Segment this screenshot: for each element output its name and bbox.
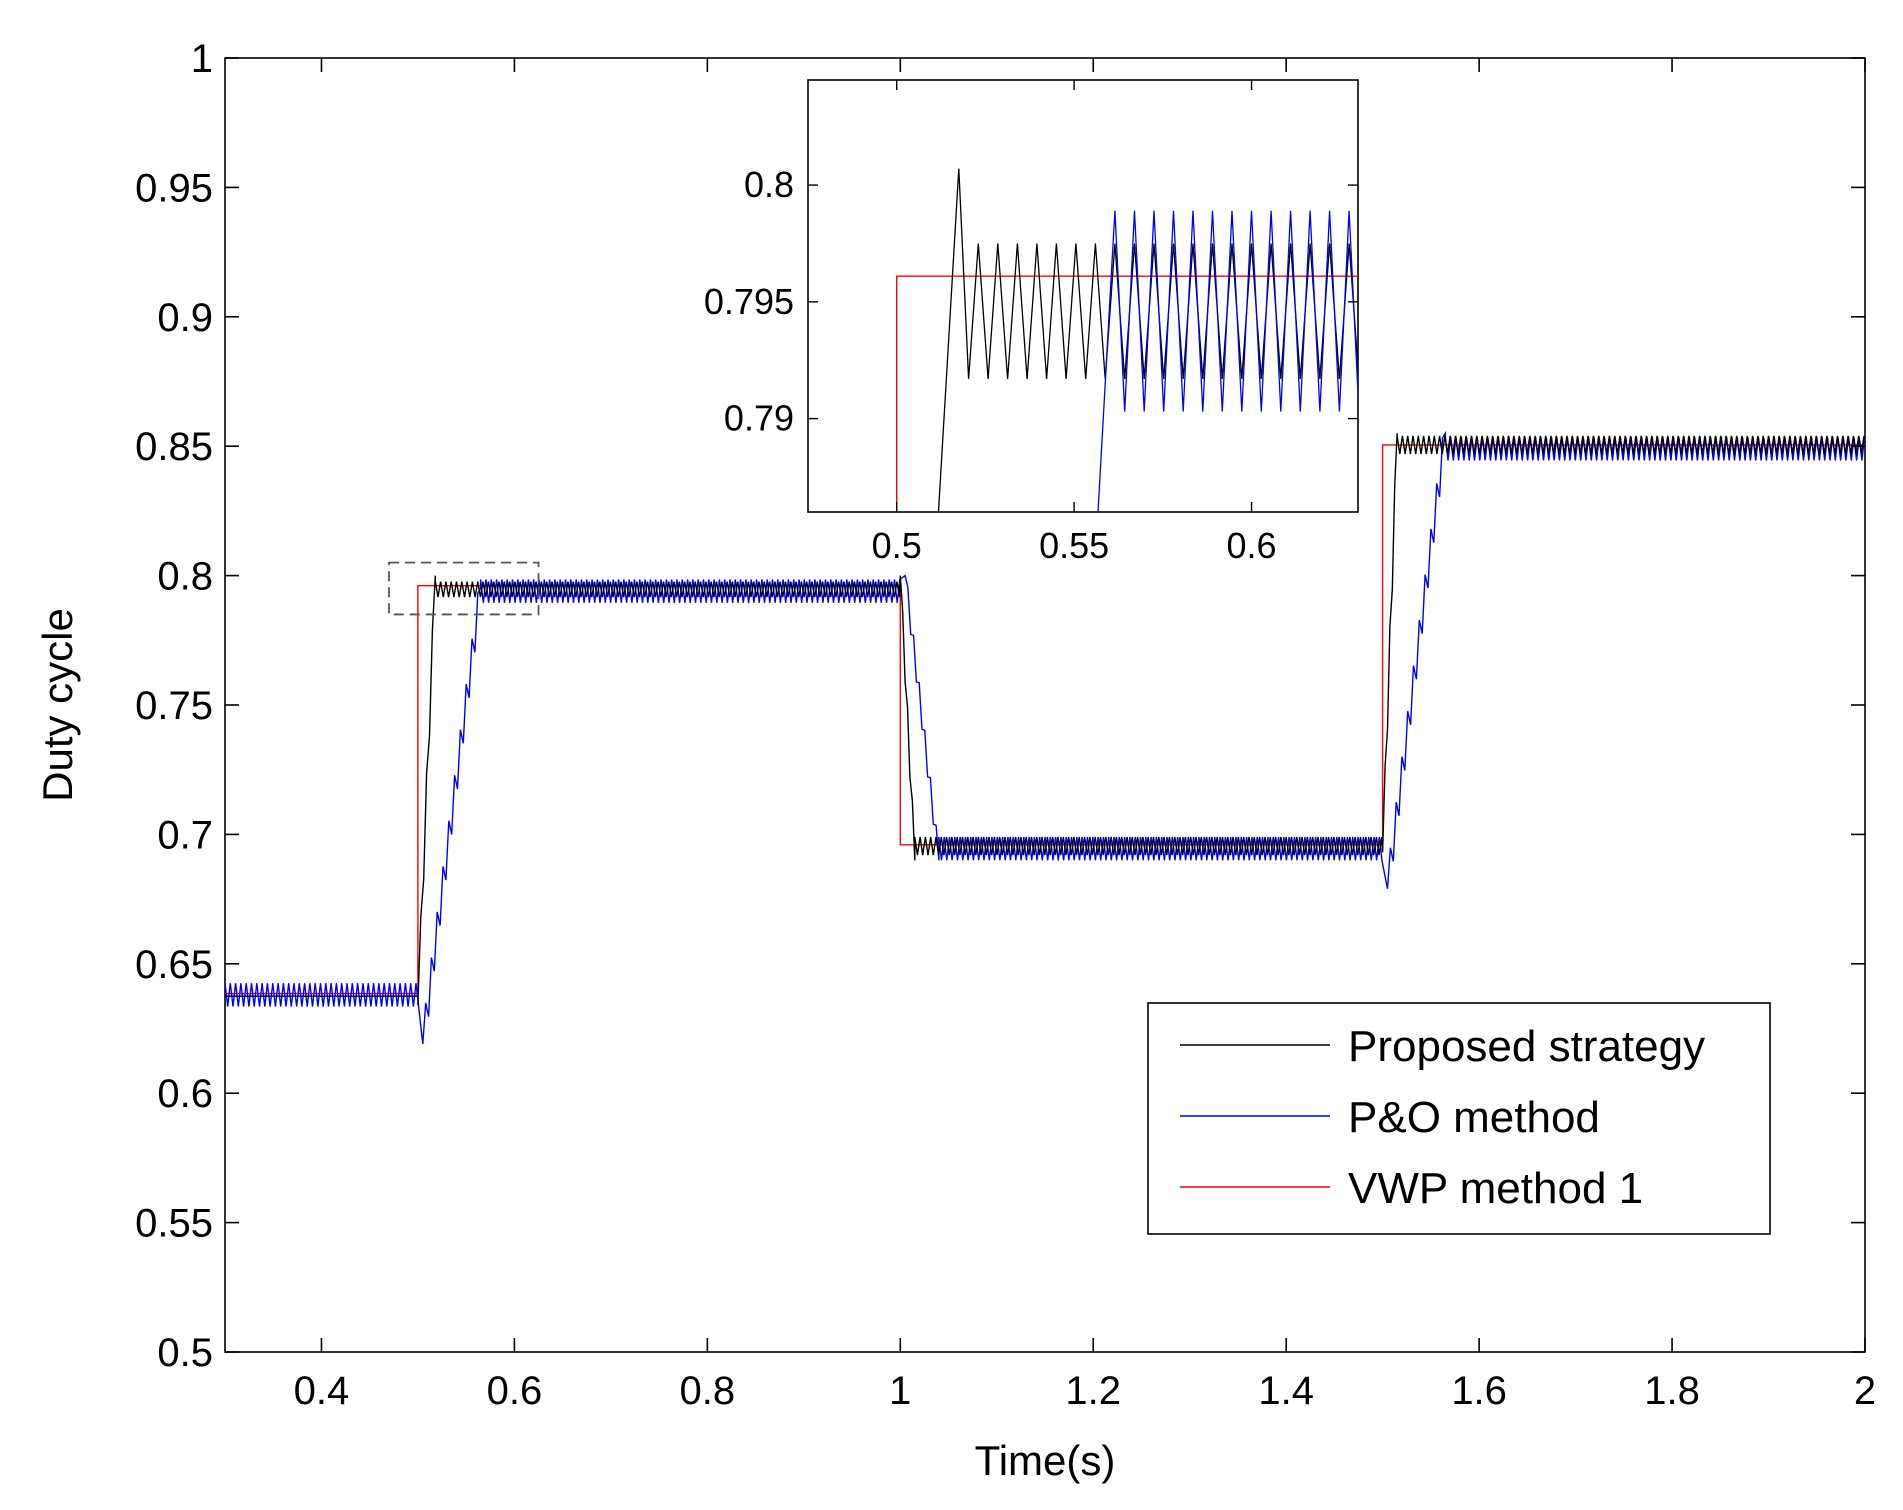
- x-tick-label: 1.8: [1644, 1369, 1700, 1413]
- series-line-vwp-method-1: [225, 444, 1865, 995]
- y-tick-label: 0.65: [135, 943, 213, 987]
- y-tick-label: 0.9: [157, 296, 213, 340]
- legend-label-po: P&O method: [1348, 1093, 1600, 1142]
- y-tick-label: 0.5: [157, 1331, 213, 1375]
- x-tick-label: 0.4: [294, 1369, 350, 1413]
- inset-x-tick-label: 0.5: [872, 525, 922, 566]
- legend-label-proposed: Proposed strategy: [1348, 1022, 1705, 1071]
- x-tick-label: 1.4: [1258, 1369, 1314, 1413]
- inset-x-tick-label: 0.6: [1227, 525, 1277, 566]
- y-tick-label: 0.8: [157, 555, 213, 599]
- main-series-group: [224, 430, 1866, 1045]
- inset-x-tick-label: 0.55: [1039, 525, 1109, 566]
- inset-series-group: [896, 168, 1358, 512]
- x-tick-label: 0.8: [680, 1369, 736, 1413]
- x-axis-title: Time(s): [975, 1437, 1116, 1484]
- inset-series-po-method: [1097, 210, 1358, 512]
- x-tick-label: 1.6: [1451, 1369, 1507, 1413]
- x-tick-label: 1: [889, 1369, 911, 1413]
- x-tick-label: 2: [1854, 1369, 1876, 1413]
- inset-ticks-group: 0.5 0.55 0.6 0.79 0.795 0.8: [704, 80, 1358, 566]
- y-tick-label: 0.95: [135, 166, 213, 210]
- y-axis-title: Duty cycle: [34, 608, 81, 802]
- inset-series-vwp-method-1: [896, 275, 1358, 512]
- main-ticks-group: 0.4 0.6 0.8 1 1.2 1.4 1.6 1.8 2 0.5 0.55 0.6 0.65 0.7…: [135, 37, 1876, 1413]
- legend: Proposed strategy P&O method VWP method …: [1147, 1002, 1771, 1235]
- legend-box: [1147, 1002, 1771, 1235]
- inset-y-tick-label: 0.8: [744, 164, 794, 205]
- y-tick-label: 1: [191, 37, 213, 81]
- y-tick-label: 0.6: [157, 1072, 213, 1116]
- x-tick-label: 1.2: [1065, 1369, 1121, 1413]
- y-tick-label: 0.75: [135, 684, 213, 728]
- y-tick-label: 0.55: [135, 1202, 213, 1246]
- y-tick-label: 0.7: [157, 813, 213, 857]
- legend-label-vwp: VWP method 1: [1348, 1164, 1643, 1213]
- x-tick-label: 0.6: [487, 1369, 543, 1413]
- series-line-proposed-strategy: [225, 433, 1865, 1006]
- y-tick-label: 0.85: [135, 425, 213, 469]
- zoom-region-box: [388, 561, 540, 616]
- inset-y-tick-label: 0.795: [704, 281, 794, 322]
- inset-y-tick-label: 0.79: [724, 398, 794, 439]
